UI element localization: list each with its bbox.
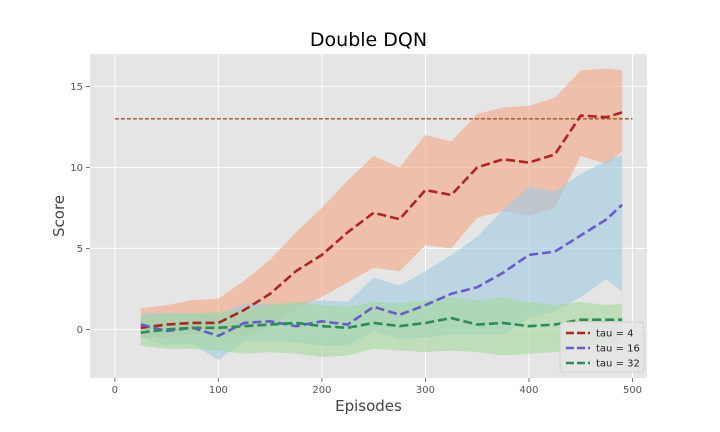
legend-box xyxy=(559,321,645,373)
x-tick-label: 100 xyxy=(209,385,228,396)
series-line xyxy=(140,203,624,338)
y-tick-label: 10 xyxy=(70,163,83,174)
confidence-band xyxy=(140,68,623,338)
legend: tau = 4 tau = 16 tau = 32 xyxy=(559,321,645,373)
x-tick-label: 500 xyxy=(623,385,642,396)
y-axis-label: Score xyxy=(50,195,68,237)
x-tick-labels: 0 100 200 300 400 500 xyxy=(112,378,642,396)
x-tick-label: 400 xyxy=(519,385,538,396)
x-tick-label: 200 xyxy=(312,385,331,396)
x-axis-label: Episodes xyxy=(335,397,402,415)
y-tick-label: 5 xyxy=(77,244,83,255)
confidence-bands xyxy=(140,68,623,361)
legend-label: tau = 16 xyxy=(596,344,640,355)
legend-label: tau = 4 xyxy=(596,329,634,340)
series-line xyxy=(140,316,623,334)
series-line xyxy=(140,111,623,330)
x-tick-label: 300 xyxy=(416,385,435,396)
chart-title: Double DQN xyxy=(310,29,427,51)
confidence-band xyxy=(140,297,623,357)
y-tick-label: 15 xyxy=(70,82,83,93)
y-tick-labels: 0 5 10 15 xyxy=(70,82,90,336)
series-lines xyxy=(140,111,624,338)
x-tick-label: 0 xyxy=(112,385,118,396)
y-tick-label: 0 xyxy=(77,325,83,336)
legend-label: tau = 32 xyxy=(596,359,640,370)
